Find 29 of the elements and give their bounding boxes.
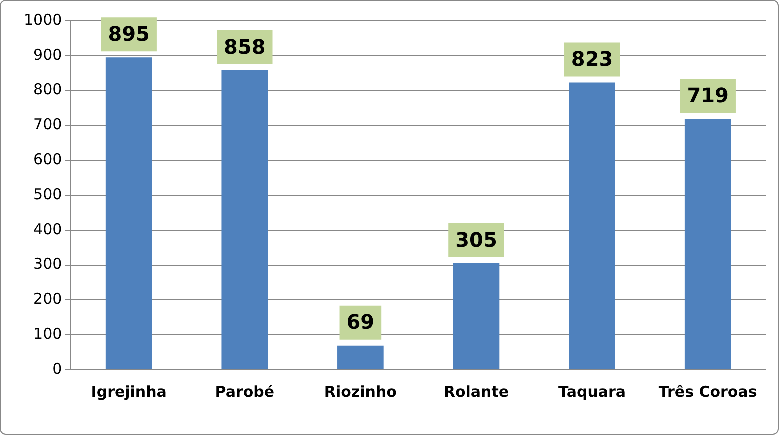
data-label: 895 xyxy=(108,22,150,46)
bar xyxy=(453,264,500,370)
data-label: 823 xyxy=(571,46,614,71)
x-tick-label: Igrejinha xyxy=(91,382,167,401)
y-tick-label: 600 xyxy=(34,150,62,168)
data-label: 858 xyxy=(224,34,266,59)
y-tick-label: 700 xyxy=(34,116,62,134)
x-tick-label: Rolante xyxy=(444,382,510,401)
y-tick-label: 800 xyxy=(34,80,62,99)
y-tick-label: 200 xyxy=(34,290,62,308)
y-tick-label: 500 xyxy=(34,185,62,204)
bar xyxy=(338,346,384,370)
x-tick-label: Parobé xyxy=(215,382,275,401)
data-label: 69 xyxy=(346,310,375,334)
bar xyxy=(222,70,268,370)
data-label: 305 xyxy=(456,228,498,252)
bar xyxy=(106,58,152,370)
y-tick-label: 100 xyxy=(34,324,62,343)
x-tick-label: Três Coroas xyxy=(658,382,758,401)
y-tick-label: 0 xyxy=(52,360,62,378)
x-tick-label: Taquara xyxy=(558,382,626,401)
y-tick-label: 900 xyxy=(34,46,62,64)
y-tick-label: 300 xyxy=(34,255,62,274)
bar xyxy=(684,119,732,370)
bar xyxy=(569,82,616,370)
y-tick-label: 1000 xyxy=(24,10,62,29)
x-tick-label: Riozinho xyxy=(324,382,397,401)
y-tick-label: 400 xyxy=(34,220,62,238)
data-label: 719 xyxy=(687,83,729,108)
